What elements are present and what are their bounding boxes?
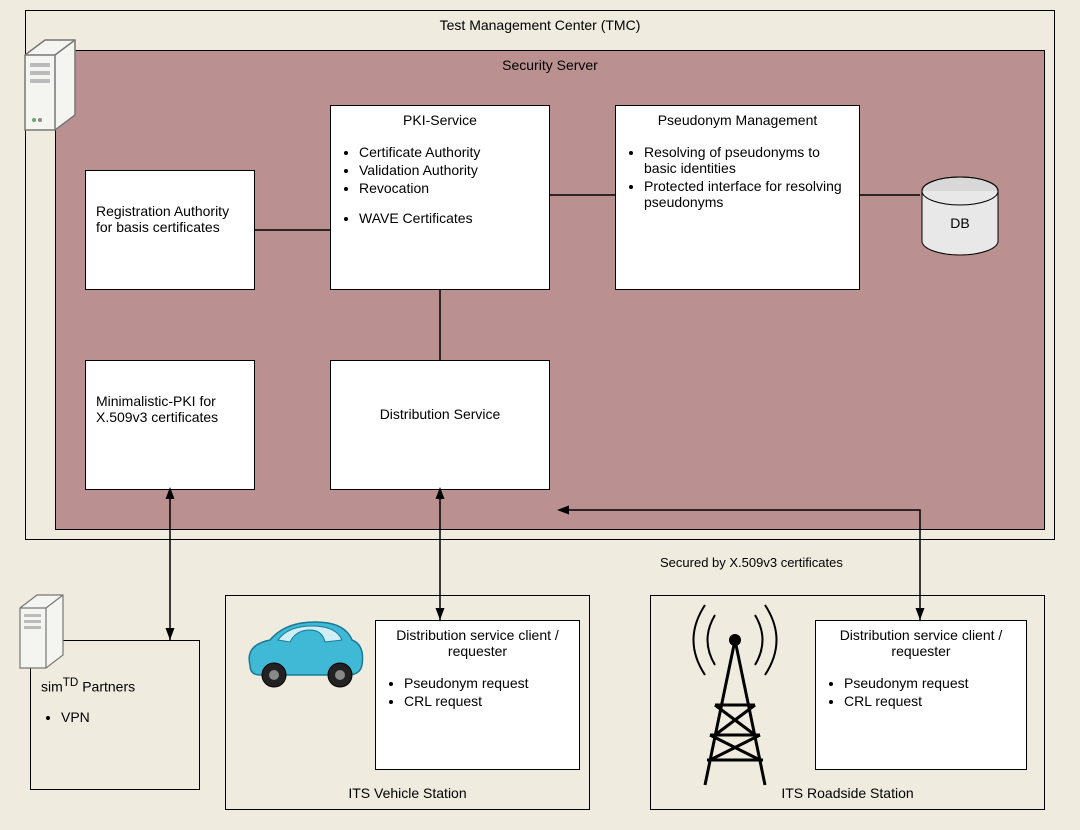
min-pki-node: Minimalistic-PKI for X.509v3 certificate… [85, 360, 255, 490]
min-pki-text: Minimalistic-PKI for X.509v3 certificate… [96, 393, 244, 425]
list-item: Validation Authority [359, 162, 541, 178]
dist-client-roadside-list: Pseudonym request CRL request [824, 675, 1018, 709]
list-item: CRL request [404, 693, 571, 709]
server-icon [20, 35, 90, 145]
dist-client-vehicle-list: Pseudonym request CRL request [384, 675, 571, 709]
pki-service-node: PKI-Service Certificate Authority Valida… [330, 105, 550, 290]
list-item: WAVE Certificates [359, 210, 541, 226]
list-item: Protected interface for resolving pseudo… [644, 178, 851, 210]
registration-authority-text: Registration Authority for basis certifi… [96, 203, 244, 235]
car-icon [230, 610, 370, 700]
list-item: Pseudonym request [404, 675, 571, 691]
pki-service-title: PKI-Service [339, 112, 541, 128]
tmc-title: Test Management Center (TMC) [26, 17, 1054, 33]
list-item: Pseudonym request [844, 675, 1018, 691]
pseudonym-mgmt-node: Pseudonym Management Resolving of pseudo… [615, 105, 860, 290]
list-item: Resolving of pseudonyms to basic identit… [644, 144, 851, 176]
list-item: Revocation [359, 180, 541, 196]
pki-service-list: Certificate Authority Validation Authori… [339, 144, 541, 196]
dist-client-roadside-node: Distribution service client / requester … [815, 620, 1027, 770]
dist-client-vehicle-node: Distribution service client / requester … [375, 620, 580, 770]
pseudonym-list: Resolving of pseudonyms to basic identit… [624, 144, 851, 210]
db-label: DB [920, 215, 1000, 231]
list-item: VPN [61, 709, 189, 725]
secured-edge-label: Secured by X.509v3 certificates [660, 555, 843, 570]
list-item: CRL request [844, 693, 1018, 709]
security-server-title: Security Server [56, 57, 1044, 73]
vehicle-station-title: ITS Vehicle Station [226, 785, 589, 801]
distribution-service-node: Distribution Service [330, 360, 550, 490]
dist-client-vehicle-title: Distribution service client / requester [384, 627, 571, 659]
distribution-service-text: Distribution Service [341, 406, 539, 422]
registration-authority-node: Registration Authority for basis certifi… [85, 170, 255, 290]
pseudonym-title: Pseudonym Management [624, 112, 851, 128]
sim-partners-list: VPN [41, 709, 189, 725]
antenna-tower-icon [660, 585, 810, 795]
dist-client-roadside-title: Distribution service client / requester [824, 627, 1018, 659]
list-item: Certificate Authority [359, 144, 541, 160]
pki-service-list2: WAVE Certificates [339, 210, 541, 226]
server-small-icon [15, 590, 75, 680]
